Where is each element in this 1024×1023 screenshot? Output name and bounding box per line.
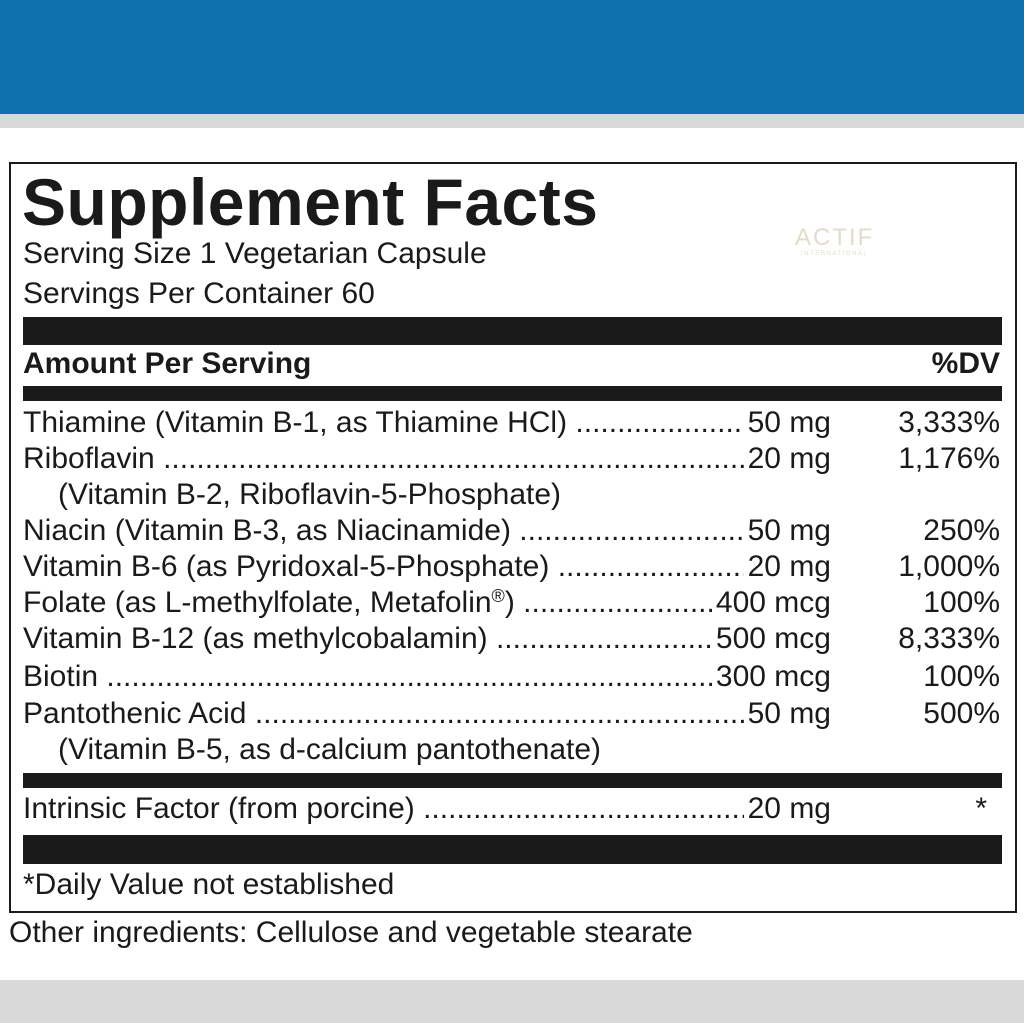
nutrient-name: Vitamin B-6 (as Pyridoxal-5-Phosphate) xyxy=(23,549,831,585)
nutrient-dv: 8,333% xyxy=(898,622,1000,655)
intrinsic-factor-row: Intrinsic Factor (from porcine) 20 mg * xyxy=(23,791,1002,827)
nutrient-dv: 250% xyxy=(923,514,1000,547)
nutrient-dv: 1,000% xyxy=(898,550,1000,583)
nutrient-amount: 300 mcg xyxy=(711,659,831,695)
thick-divider-top xyxy=(23,317,1002,345)
nutrient-row-riboflavin: Riboflavin 20 mg 1,176% xyxy=(23,441,1002,477)
nutrient-name: Biotin xyxy=(23,659,831,695)
nutrient-amount: 500 mcg xyxy=(711,621,831,657)
nutrient-amount: 50 mg xyxy=(743,513,831,549)
nutrient-amount: 20 mg xyxy=(743,549,831,585)
nutrient-amount: 20 mg xyxy=(743,441,831,477)
folate-name-tail: ) xyxy=(504,586,515,619)
nutrient-dv: 3,333% xyxy=(898,406,1000,439)
nutrient-row-vitamin-b12: Vitamin B-12 (as methylcobalamin) 500 mc… xyxy=(23,621,1002,657)
top-gray-strip xyxy=(0,114,1024,128)
dv-header: %DV xyxy=(931,347,1000,380)
daily-value-footnote: *Daily Value not established xyxy=(23,868,395,901)
brand-watermark: ACTIF INTERNATIONAL xyxy=(795,226,874,258)
nutrient-amount: 50 mg xyxy=(743,696,831,732)
other-ingredients: Other ingredients: Cellulose and vegetab… xyxy=(9,916,693,949)
nutrient-subtext-riboflavin: (Vitamin B-2, Riboflavin-5-Phosphate) xyxy=(58,478,562,511)
registered-mark: ® xyxy=(491,586,505,606)
amount-per-serving-header: Amount Per Serving xyxy=(23,347,312,380)
folate-name: Folate (as L-methylfolate, Metafolin xyxy=(23,586,492,619)
label-title: Supplement Facts xyxy=(22,165,599,239)
nutrient-name: Vitamin B-12 (as methylcobalamin) xyxy=(23,621,831,657)
nutrient-row-pantothenic-acid: Pantothenic Acid 50 mg 500% xyxy=(23,696,1002,732)
nutrient-dv: 500% xyxy=(923,697,1000,730)
servings-per-container: Servings Per Container 60 xyxy=(23,277,375,310)
header-divider xyxy=(23,386,1002,401)
thick-divider-bottom xyxy=(23,835,1002,864)
intrinsic-factor-name: Intrinsic Factor (from porcine) xyxy=(23,791,831,827)
nutrient-row-biotin: Biotin 300 mcg 100% xyxy=(23,659,1002,695)
nutrient-row-niacin: Niacin (Vitamin B-3, as Niacinamide) 50 … xyxy=(23,513,1002,549)
nutrient-row-folate: Folate (as L-methylfolate, Metafolin®) 4… xyxy=(23,585,1002,621)
watermark-subtext: INTERNATIONAL xyxy=(801,251,869,257)
nutrient-subtext-pantothenic: (Vitamin B-5, as d-calcium pantothenate) xyxy=(58,733,602,766)
bottom-gray-strip xyxy=(0,980,1024,1023)
nutrient-dv: 1,176% xyxy=(898,442,1000,475)
section-divider xyxy=(23,773,1002,788)
brand-color-band xyxy=(0,0,1024,114)
nutrient-dv: 100% xyxy=(923,586,1000,619)
nutrient-row-vitamin-b6: Vitamin B-6 (as Pyridoxal-5-Phosphate) 2… xyxy=(23,549,1002,585)
nutrient-name: Riboflavin xyxy=(23,441,831,477)
intrinsic-factor-dv: * xyxy=(975,792,987,825)
nutrient-dv: 100% xyxy=(923,660,1000,693)
serving-size: Serving Size 1 Vegetarian Capsule xyxy=(23,237,487,270)
nutrient-row-thiamine: Thiamine (Vitamin B-1, as Thiamine HCl) … xyxy=(23,405,1002,441)
nutrient-name: Pantothenic Acid xyxy=(23,696,831,732)
intrinsic-factor-amount: 20 mg xyxy=(743,791,831,827)
watermark-text: ACTIF xyxy=(795,224,875,251)
nutrient-name: Niacin (Vitamin B-3, as Niacinamide) xyxy=(23,513,831,549)
nutrient-amount: 400 mcg xyxy=(711,585,831,621)
nutrient-name: Folate (as L-methylfolate, Metafolin®) xyxy=(23,585,831,621)
nutrient-name: Thiamine (Vitamin B-1, as Thiamine HCl) xyxy=(23,405,831,441)
nutrient-amount: 50 mg xyxy=(743,405,831,441)
